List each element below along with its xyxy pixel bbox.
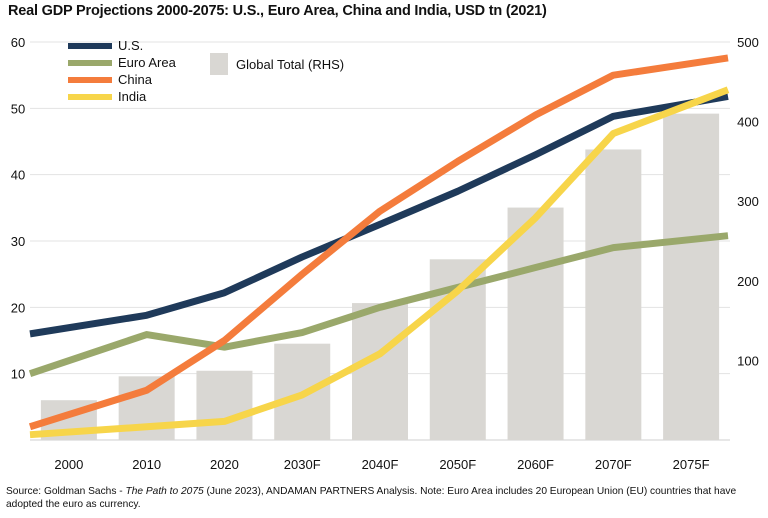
x-tick-label: 2040F (362, 457, 399, 472)
x-tick-label: 2050F (439, 457, 476, 472)
y-tick-label-right: 100 (737, 353, 759, 368)
x-tick-label: 2020 (210, 457, 239, 472)
y-tick-label-left: 20 (11, 300, 25, 315)
x-tick-label: 2070F (595, 457, 632, 472)
line-euro-area (28, 232, 729, 377)
legend-label: Global Total (RHS) (236, 57, 344, 72)
y-tick-label-right: 200 (737, 274, 759, 289)
y-tick-label-left: 30 (11, 234, 25, 249)
y-axis-right: 100 200 300 400 500 (737, 35, 759, 368)
source-prefix: Source: Goldman Sachs - (6, 486, 126, 497)
y-tick-label-right: 400 (737, 115, 759, 130)
legend-label: China (118, 72, 153, 87)
source-italic: The Path to 2075 (125, 486, 204, 497)
legend-swatch-bar (210, 53, 228, 75)
y-tick-label-left: 40 (11, 168, 25, 183)
y-tick-label-right: 300 (737, 194, 759, 209)
bar-global-total (352, 303, 408, 440)
y-axis-left: 10 20 30 40 50 60 (11, 35, 25, 382)
y-tick-label-left: 50 (11, 101, 25, 116)
line-china (28, 54, 729, 431)
legend-label: U.S. (118, 38, 143, 53)
x-tick-label: 2010 (132, 457, 161, 472)
legend: U.S. Euro Area China India Global Total (RHS… (68, 38, 344, 104)
chart-title: Real GDP Projections 2000-2075: U.S., Eu… (8, 3, 547, 19)
x-tick-label: 2000 (54, 457, 83, 472)
source-note: Source: Goldman Sachs - The Path to 2075… (6, 485, 762, 511)
line-series-group (28, 54, 730, 439)
line-india (29, 86, 730, 439)
x-tick-label: 2060F (517, 457, 554, 472)
legend-label: Euro Area (118, 55, 177, 70)
x-tick-label: 2030F (284, 457, 321, 472)
bar-global-total (585, 149, 642, 440)
legend-label: India (118, 89, 147, 104)
x-axis: 2000 2010 2020 2030F 2040F 2050F 2060F 2070F 207… (54, 457, 709, 472)
y-tick-label-left: 10 (11, 367, 25, 382)
bar-global-total (507, 207, 564, 440)
bar-global-total (663, 113, 720, 440)
y-tick-label-left: 60 (11, 35, 25, 50)
y-tick-label-right: 500 (737, 35, 759, 50)
source-suffix: (June 2023), ANDAMAN PARTNERS Analysis. … (6, 486, 737, 510)
x-tick-label: 2075F (673, 457, 710, 472)
bar-global-total (196, 370, 253, 440)
line-u-s (29, 92, 729, 338)
